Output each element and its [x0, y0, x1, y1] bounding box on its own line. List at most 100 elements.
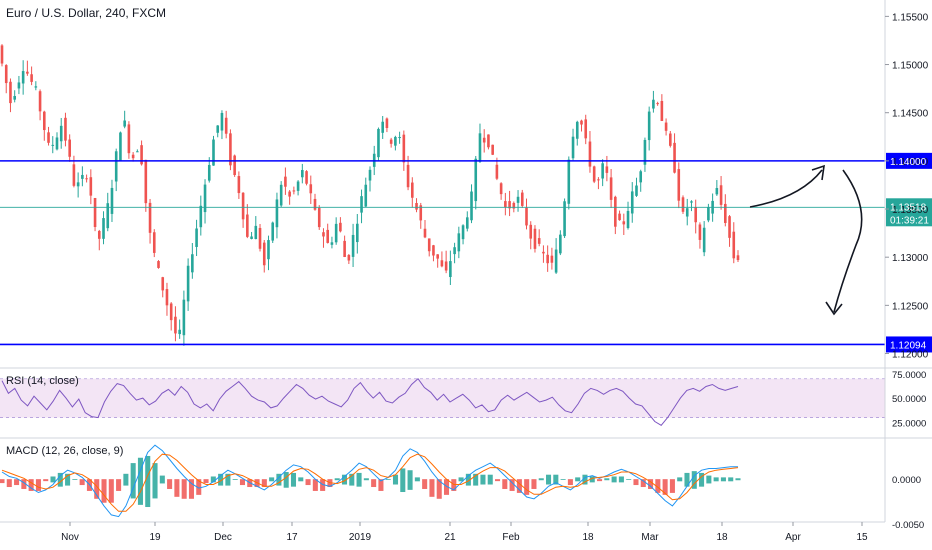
macd-hist-up: [604, 478, 610, 481]
macd-hist-down: [94, 479, 100, 499]
candle-down: [343, 240, 346, 258]
candle-down: [385, 118, 389, 129]
macd-hist-down: [196, 479, 202, 495]
candle-down: [89, 177, 93, 196]
time-tick-label: 17: [286, 532, 298, 543]
time-tick-label: Mar: [641, 532, 659, 543]
candle-up: [279, 184, 283, 206]
macd-hist-up: [385, 479, 391, 480]
candle-down: [537, 238, 541, 244]
macd-hist-up: [560, 479, 566, 480]
candle-down: [694, 207, 698, 223]
candle-down: [512, 202, 516, 209]
macd-hist-down: [524, 479, 530, 495]
macd-hist-up: [677, 477, 683, 482]
candle-up: [271, 222, 275, 241]
macd-hist-down: [451, 479, 457, 491]
candle-down: [229, 133, 232, 166]
indicator-bands: [0, 378, 885, 418]
countdown-label: 01:39:21: [890, 215, 929, 226]
macd-hist-down: [203, 479, 209, 484]
macd-hist-up: [65, 473, 71, 486]
candlestick-series[interactable]: [0, 44, 740, 346]
macd-hist-up: [123, 473, 129, 486]
macd-hist-up: [298, 477, 304, 482]
candle-down: [262, 242, 266, 266]
candle-up: [76, 182, 80, 187]
candle-down: [47, 132, 50, 143]
macd-hist-down: [101, 479, 107, 503]
candle-up: [453, 247, 456, 255]
candle-down: [656, 103, 659, 105]
macd-hist-up: [582, 474, 588, 485]
price-tick-label: 1.15000: [892, 61, 929, 72]
candle-down: [317, 207, 321, 228]
macd-hist-up: [691, 471, 697, 489]
macd-hist-down: [35, 479, 41, 491]
candle-up: [707, 207, 710, 221]
candle-down: [423, 228, 427, 238]
candle-up: [647, 111, 651, 141]
level-tag: [886, 336, 932, 353]
candle-down: [309, 184, 313, 194]
macd-hist-up: [290, 472, 297, 487]
price-tick-label: 1.13500: [892, 205, 929, 216]
candle-up: [643, 139, 647, 165]
candle-up: [360, 196, 363, 213]
candle-down: [584, 119, 588, 139]
candle-down: [42, 111, 46, 131]
candle-down: [491, 144, 494, 155]
macd-hist-down: [655, 479, 661, 493]
horizontal-levels[interactable]: [0, 152, 932, 353]
candle-down: [520, 192, 524, 206]
rsi-line: [1, 377, 739, 426]
macd-hist-down: [422, 479, 428, 489]
candle-down: [9, 81, 12, 104]
macd-hist-down: [28, 479, 34, 491]
candle-up: [601, 163, 604, 179]
chart-title: Euro / U.S. Dollar, 240, FXCM: [6, 6, 167, 20]
candle-down: [305, 171, 308, 184]
candle-down: [410, 182, 414, 198]
candle-up: [34, 86, 38, 88]
candle-down: [127, 124, 131, 154]
candle-down: [736, 255, 740, 261]
candle-down: [131, 154, 135, 159]
candle-down: [64, 117, 67, 141]
time-tick-label: Apr: [785, 532, 801, 543]
macd-hist-down: [531, 479, 537, 489]
candle-down: [550, 255, 554, 263]
macd-hist-down: [261, 479, 267, 488]
candle-up: [207, 164, 211, 181]
rsi-title: RSI (14, close): [6, 375, 79, 387]
candle-down: [157, 261, 160, 268]
arrow-down-curve: [833, 169, 863, 313]
macd-hist-up: [152, 463, 158, 499]
axes: [0, 0, 932, 526]
time-tick-label: Nov: [61, 532, 79, 543]
price-tick-label: 1.14500: [892, 109, 929, 120]
drawn-arrows[interactable]: [749, 164, 863, 316]
macd-hist-up: [626, 479, 632, 480]
candle-up: [301, 170, 304, 178]
candle-down: [30, 74, 33, 82]
macd-hist-down: [305, 479, 311, 486]
macd-hist-down: [494, 479, 501, 482]
price-tick-label: 1.15500: [892, 12, 929, 23]
macd-hist-down: [509, 479, 515, 491]
macd-hist-up: [728, 477, 734, 482]
candle-up: [449, 261, 452, 278]
candle-up: [114, 151, 118, 182]
candle-up: [21, 71, 25, 84]
macd-hist-up: [706, 475, 712, 484]
macd-hist-down: [174, 479, 180, 497]
candle-down: [93, 198, 97, 228]
candle-down: [174, 316, 177, 334]
candle-up: [102, 218, 105, 239]
macd-hist-up: [684, 472, 690, 487]
candle-down: [148, 202, 152, 233]
candle-down: [677, 169, 681, 201]
macd-hist-up: [72, 479, 78, 480]
candle-down: [592, 166, 596, 182]
